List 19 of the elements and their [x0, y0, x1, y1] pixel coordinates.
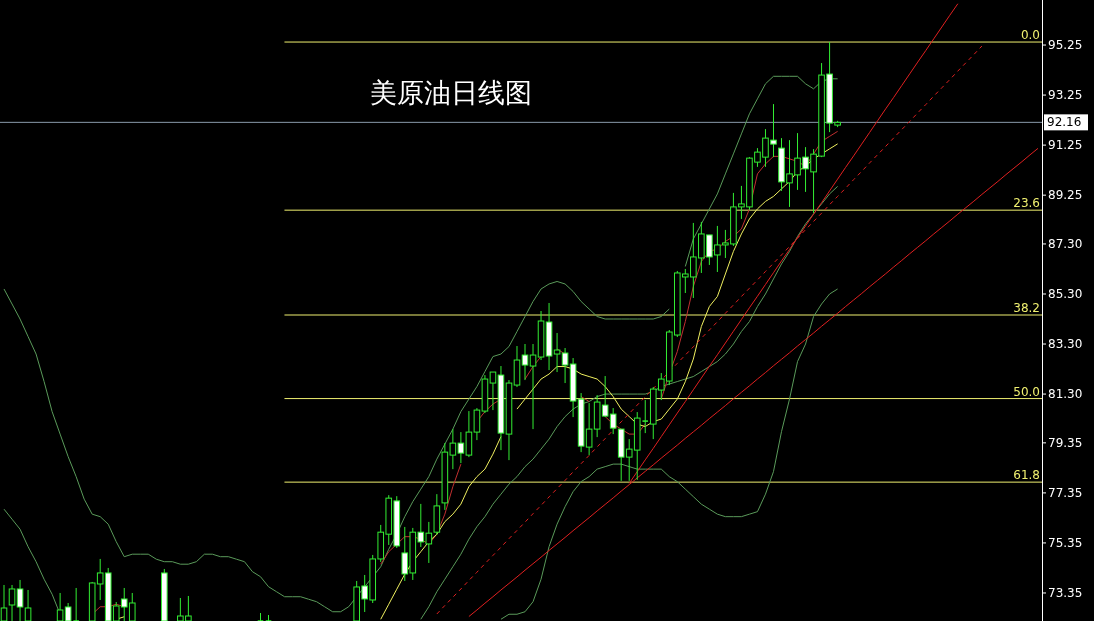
- text: 美原油日线图: [370, 77, 532, 108]
- ref-line-label: 92.16: [1047, 115, 1082, 130]
- y-tick-label: 87.30: [1048, 236, 1083, 251]
- annotation: 0.0: [1020, 28, 1040, 43]
- y-tick-label: 85.30: [1048, 286, 1083, 301]
- annotation: 38.2: [1013, 301, 1040, 315]
- y-tick-label: 83.30: [1048, 337, 1083, 352]
- y-tick-label: 93.25: [1048, 88, 1083, 103]
- y-tick-label: 75.35: [1048, 535, 1083, 550]
- y-tick-label: 81.30: [1048, 387, 1083, 402]
- y-tick-label: 91.25: [1048, 138, 1083, 153]
- y-tick-label: 79.35: [1048, 435, 1083, 450]
- y-tick-label: 77.35: [1048, 485, 1083, 500]
- annotation: 23.6: [1013, 196, 1040, 211]
- y-tick-label: 95.25: [1048, 38, 1083, 53]
- annotation: 50.0: [1013, 384, 1040, 399]
- y-tick-label: 89.25: [1048, 188, 1083, 203]
- annotation: 61.8: [1013, 468, 1040, 483]
- y-tick-label: 73.35: [1048, 585, 1083, 600]
